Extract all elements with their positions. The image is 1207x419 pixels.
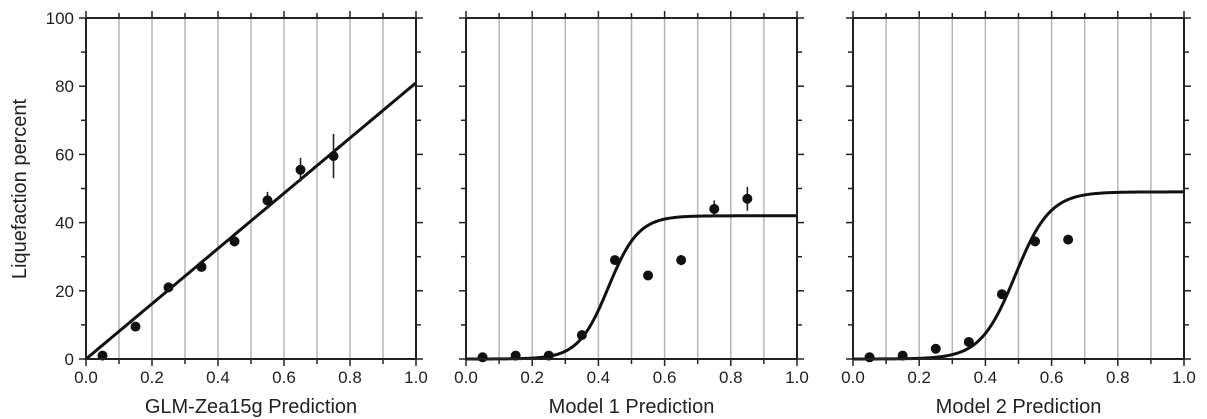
data-point xyxy=(576,330,587,341)
x-tick-label: 0.0 xyxy=(841,368,865,387)
x-tick-label: 0.6 xyxy=(1040,368,1064,387)
x-tick-label: 0.2 xyxy=(520,368,544,387)
x-tick-label: 1.0 xyxy=(404,368,428,387)
x-axis-title: GLM-Zea15g Prediction xyxy=(145,396,357,418)
x-tick-label: 0.0 xyxy=(454,368,478,387)
axis-ticks xyxy=(459,11,804,366)
x-tick-label: 1.0 xyxy=(785,368,809,387)
x-tick-label: 0.4 xyxy=(974,368,998,387)
data-point xyxy=(1063,234,1074,245)
x-tick-label: 0.4 xyxy=(206,368,230,387)
fit-curve xyxy=(85,81,417,361)
data-point xyxy=(963,336,974,347)
data-point xyxy=(130,321,141,332)
data-point xyxy=(996,289,1007,300)
data-point xyxy=(609,255,620,266)
x-axis-title: Model 1 Prediction xyxy=(549,396,715,418)
panel-glm-zea15g: 0.0 0.2 0.4 0.6 0.8 1.0 0 20 40 60 80 100 GLM-Zea15… xyxy=(46,9,428,418)
panel-model-2: 0.0 0.2 0.4 0.6 0.8 1.0 Model 2 Prediction xyxy=(841,11,1196,418)
x-tick-label: 0.6 xyxy=(272,368,296,387)
y-axis-title: Liquefaction percent xyxy=(9,99,31,280)
data-point xyxy=(196,261,207,272)
y-tick-label: 40 xyxy=(55,214,74,233)
tick-labels: 0.0 0.2 0.4 0.6 0.8 1.0 xyxy=(841,368,1196,387)
x-tick-label: 0.6 xyxy=(653,368,677,387)
data-points-layer xyxy=(864,234,1074,363)
x-tick-label: 0.8 xyxy=(338,368,362,387)
data-point xyxy=(709,203,720,214)
data-point xyxy=(163,282,174,293)
y-tick-label: 80 xyxy=(55,77,74,96)
x-axis-title: Model 2 Prediction xyxy=(936,396,1102,418)
panel-model-1: 0.0 0.2 0.4 0.6 0.8 1.0 Model 1 Prediction xyxy=(454,11,809,418)
fit-curve-layer xyxy=(85,81,417,361)
y-tick-label: 60 xyxy=(55,145,74,164)
data-point xyxy=(643,270,654,281)
vertical-gridlines xyxy=(498,18,765,359)
tick-labels: 0.0 0.2 0.4 0.6 0.8 1.0 0 20 40 60 80 100 xyxy=(46,9,428,387)
y-tick-label: 0 xyxy=(65,350,74,369)
data-point xyxy=(864,352,875,363)
x-tick-label: 0.4 xyxy=(587,368,611,387)
data-point xyxy=(328,151,339,162)
vertical-gridlines xyxy=(885,18,1152,359)
data-point xyxy=(930,343,941,354)
data-point xyxy=(295,164,306,175)
vertical-gridlines xyxy=(118,18,384,359)
data-point xyxy=(262,195,273,206)
x-tick-label: 0.2 xyxy=(907,368,931,387)
y-tick-label: 100 xyxy=(46,9,74,28)
data-point xyxy=(742,193,753,204)
x-tick-label: 0.0 xyxy=(74,368,98,387)
data-point xyxy=(477,352,488,363)
data-point xyxy=(1030,236,1041,247)
data-point xyxy=(676,255,687,266)
data-point xyxy=(229,236,240,247)
axis-ticks xyxy=(846,11,1191,366)
y-tick-label: 20 xyxy=(55,282,74,301)
x-tick-label: 0.8 xyxy=(719,368,743,387)
tick-labels: 0.0 0.2 0.4 0.6 0.8 1.0 xyxy=(454,368,809,387)
axis-ticks xyxy=(79,11,423,366)
x-tick-label: 1.0 xyxy=(1172,368,1196,387)
x-tick-label: 0.8 xyxy=(1106,368,1130,387)
x-tick-label: 0.2 xyxy=(140,368,164,387)
